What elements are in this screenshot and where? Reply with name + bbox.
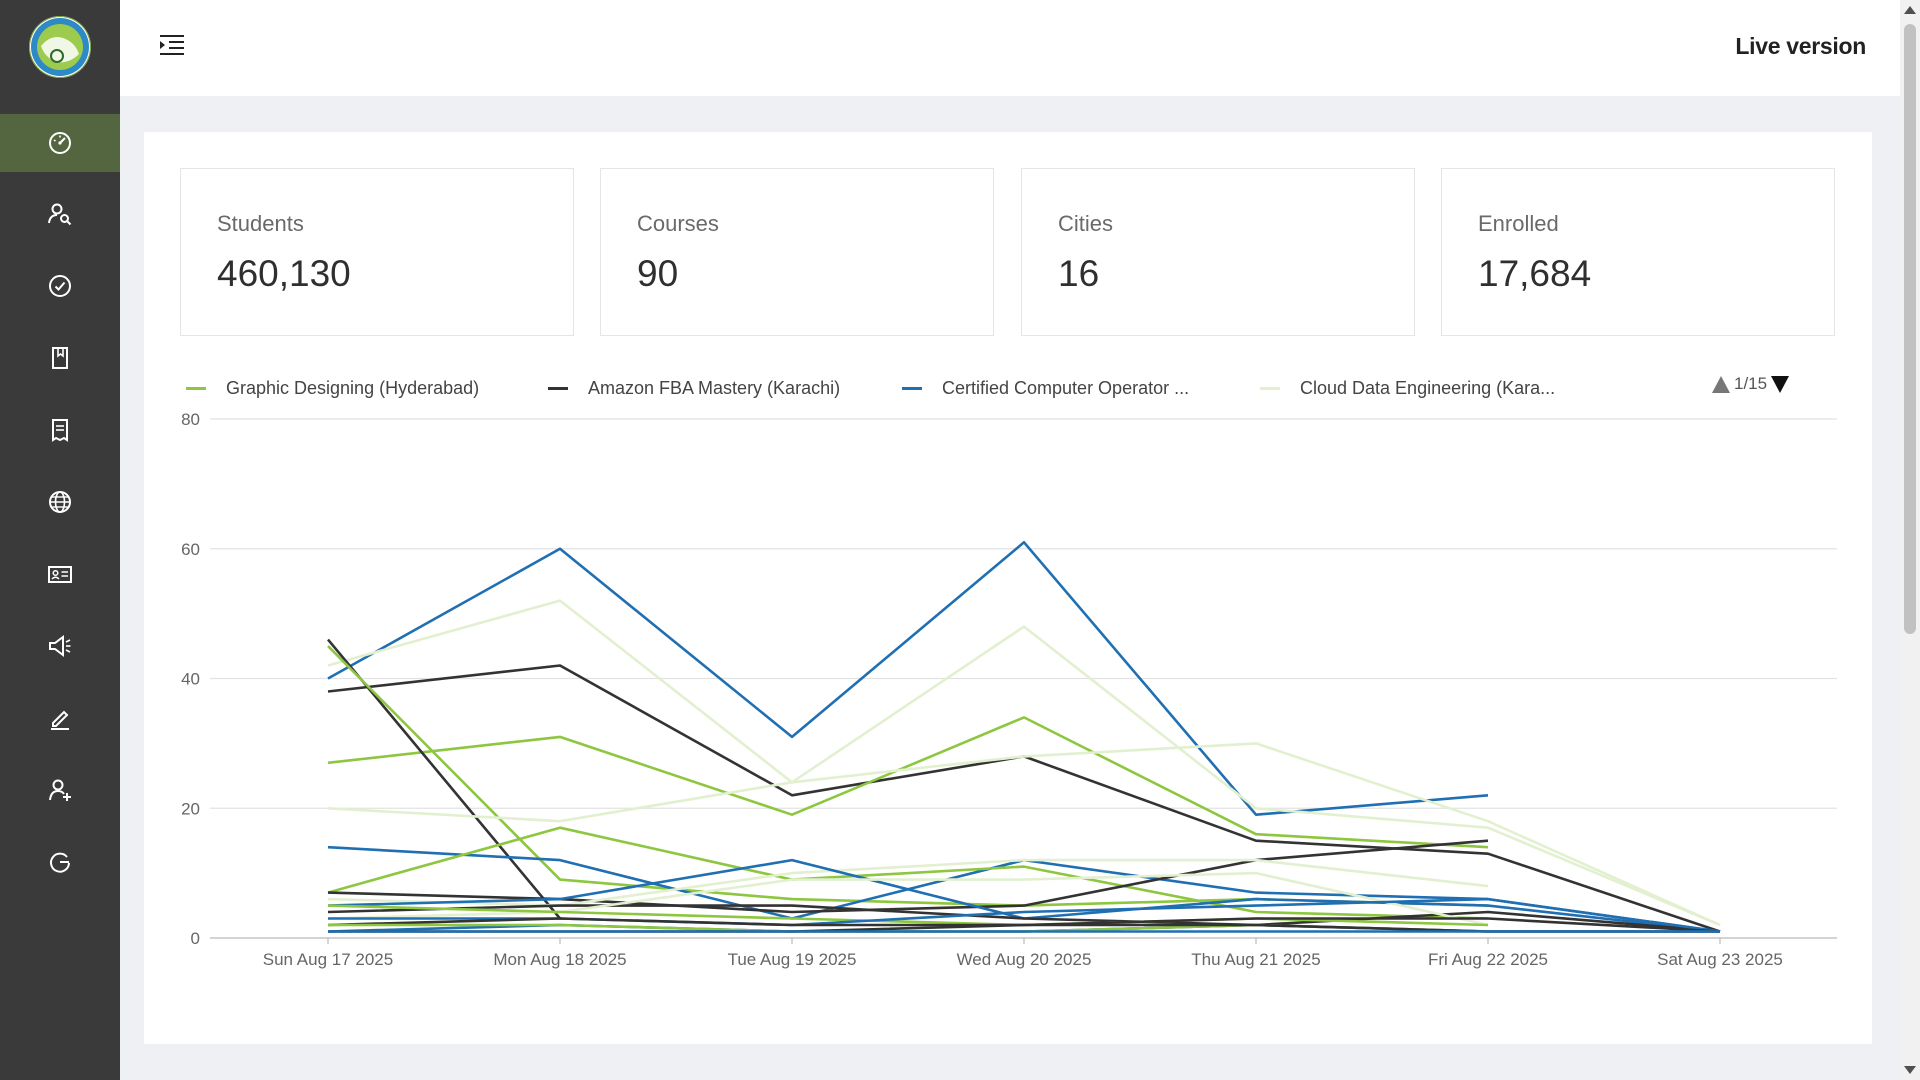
stat-label: Students xyxy=(217,211,304,236)
x-tick-label: Tue Aug 19 2025 xyxy=(728,950,857,969)
legend-label: Cloud Data Engineering (Kara... xyxy=(1300,378,1556,398)
stat-card-enrolled: Enrolled 17,684 xyxy=(1441,168,1835,336)
series-line xyxy=(327,599,1721,927)
scroll-down-icon[interactable] xyxy=(1904,1066,1916,1074)
series-line xyxy=(327,858,1489,907)
top-bar: Live version xyxy=(120,0,1900,96)
sidebar-item-globe[interactable] xyxy=(0,473,120,531)
user-search-icon xyxy=(48,203,72,226)
stat-card-students: Students 460,130 xyxy=(180,168,574,336)
legend-pager: 1/15 xyxy=(1712,374,1790,394)
globe-icon xyxy=(49,491,71,513)
legend-swatch xyxy=(548,387,568,390)
y-tick-label: 60 xyxy=(181,540,200,559)
legend-swatch xyxy=(1260,387,1280,390)
series-line xyxy=(327,871,1489,927)
sidebar-item-receipts[interactable] xyxy=(0,401,120,459)
legend-label: Certified Computer Operator ... xyxy=(942,378,1190,398)
sidebar-item-announcements[interactable] xyxy=(0,617,120,675)
sidebar-item-bookmark[interactable] xyxy=(0,329,120,387)
series-line xyxy=(327,904,1721,933)
bookmark-icon xyxy=(52,347,68,369)
stat-value: 17,684 xyxy=(1478,253,1592,294)
y-tick-label: 0 xyxy=(191,929,200,948)
series-line xyxy=(327,742,1721,927)
legend-label: Amazon FBA Mastery (Karachi) xyxy=(588,378,841,398)
sidebar-item-verify[interactable] xyxy=(0,257,120,315)
megaphone-icon xyxy=(49,635,71,657)
app-logo[interactable] xyxy=(29,16,91,78)
sidebar xyxy=(0,0,120,1080)
legend-page-text: 1/15 xyxy=(1734,374,1768,393)
y-tick-label: 40 xyxy=(181,670,200,689)
legend-swatch xyxy=(902,387,922,390)
y-tick-label: 80 xyxy=(181,410,200,429)
chart-plot-area: 0 20 40 60 80 Sun Aug 17 2025 Mon Aug 18 2025 T… xyxy=(181,410,1837,969)
stat-value: 460,130 xyxy=(217,253,351,294)
user-plus-icon xyxy=(49,779,71,801)
page-scrollbar[interactable] xyxy=(1900,0,1920,1080)
legend-swatch xyxy=(186,387,206,390)
series-line xyxy=(327,716,1489,849)
x-tick-label: Thu Aug 21 2025 xyxy=(1191,950,1321,969)
speedometer-icon xyxy=(49,132,71,154)
sidebar-item-users[interactable] xyxy=(0,185,120,243)
stat-card-courses: Courses 90 xyxy=(600,168,994,336)
stat-card-cities: Cities 16 xyxy=(1021,168,1415,336)
receipt-icon xyxy=(52,419,68,442)
power-refresh-icon xyxy=(50,852,70,873)
x-tick-label: Fri Aug 22 2025 xyxy=(1428,950,1548,969)
legend-item[interactable]: Cloud Data Engineering (Kara... xyxy=(1260,378,1555,399)
indent-menu-icon[interactable] xyxy=(157,30,187,60)
legend-item[interactable]: Amazon FBA Mastery (Karachi) xyxy=(548,378,840,399)
sidebar-item-logout[interactable] xyxy=(0,833,120,891)
x-tick-label: Sat Aug 23 2025 xyxy=(1657,950,1783,969)
series-line xyxy=(327,826,1489,920)
check-circle-icon xyxy=(49,275,71,297)
sidebar-item-edit[interactable] xyxy=(0,689,120,747)
series-line xyxy=(327,839,1489,914)
dashboard-panel: Students 460,130 Courses 90 Cities 16 En… xyxy=(144,132,1872,1044)
sidebar-item-add-user[interactable] xyxy=(0,761,120,819)
legend-item[interactable]: Certified Computer Operator ... xyxy=(902,378,1189,399)
x-tick-label: Mon Aug 18 2025 xyxy=(493,950,626,969)
stat-label: Enrolled xyxy=(1478,211,1559,236)
x-tick-label: Sun Aug 17 2025 xyxy=(263,950,393,969)
logo-graphic xyxy=(31,18,89,76)
stat-label: Cities xyxy=(1058,211,1114,236)
sidebar-item-id-card[interactable] xyxy=(0,545,120,603)
x-tick-label: Wed Aug 20 2025 xyxy=(957,950,1092,969)
y-tick-label: 20 xyxy=(181,799,200,818)
legend-item[interactable]: Graphic Designing (Hyderabad) xyxy=(186,378,479,399)
stat-value: 16 xyxy=(1058,253,1100,294)
sidebar-item-dashboard[interactable] xyxy=(0,114,120,172)
scroll-up-icon[interactable] xyxy=(1904,6,1916,14)
pencil-icon xyxy=(51,710,69,730)
stat-label: Courses xyxy=(637,211,719,236)
legend-page-down-icon[interactable] xyxy=(1771,375,1790,393)
enrollment-line-chart: Graphic Designing (Hyderabad) Amazon FBA… xyxy=(144,350,1872,1030)
legend-label: Graphic Designing (Hyderabad) xyxy=(226,378,480,398)
live-version-label: Live version xyxy=(1735,33,1866,59)
stat-value: 90 xyxy=(637,253,679,294)
scroll-thumb[interactable] xyxy=(1904,24,1916,634)
id-card-icon xyxy=(48,566,72,583)
legend-page-up-icon[interactable] xyxy=(1712,375,1730,393)
